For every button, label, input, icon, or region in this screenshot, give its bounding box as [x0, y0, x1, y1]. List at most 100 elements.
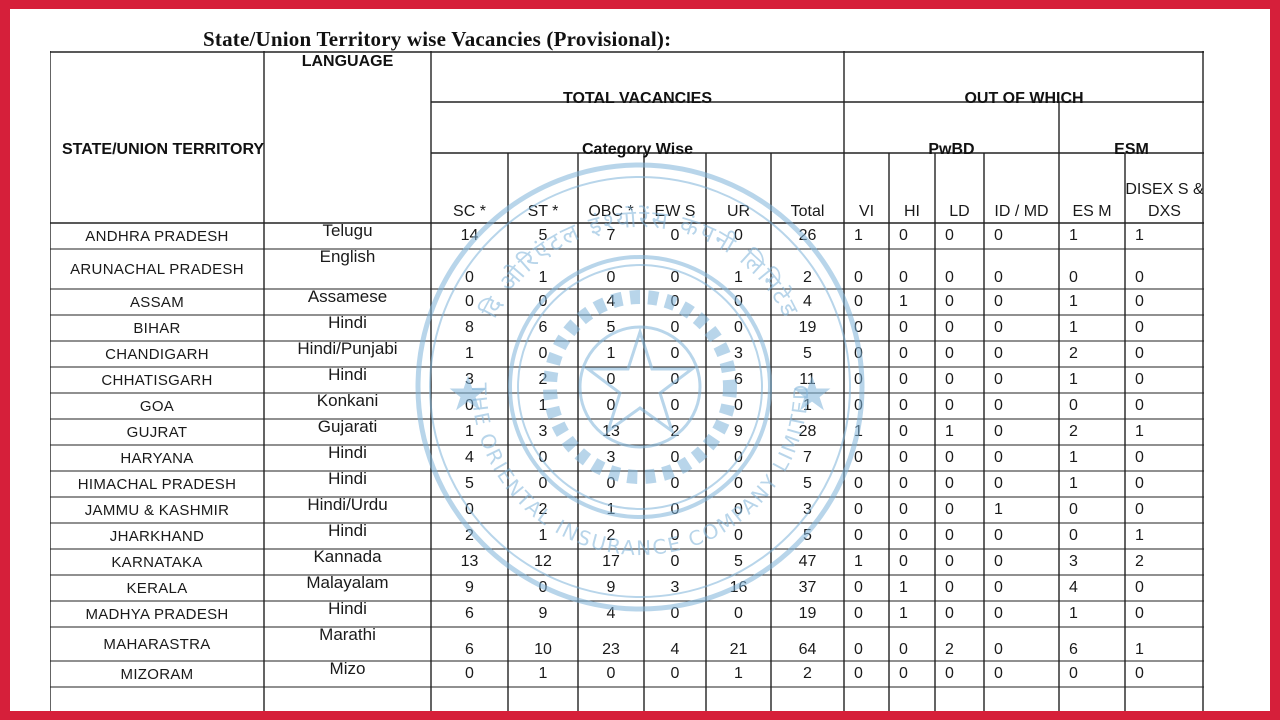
- table-cell: 0: [1069, 397, 1078, 414]
- table-cell: 6: [465, 605, 474, 622]
- row-language: Hindi: [328, 599, 367, 618]
- table-cell: 0: [899, 319, 908, 336]
- table-cell: 0: [538, 475, 548, 492]
- table-cell: 6: [538, 319, 548, 336]
- row-language: Assamese: [307, 287, 388, 306]
- table-cell: 0: [854, 665, 863, 682]
- table-cell: 0: [538, 345, 548, 362]
- table-cell: 0: [465, 269, 474, 286]
- table-cell: 0: [734, 293, 743, 310]
- table-cell: 9: [465, 579, 474, 596]
- row-state: HIMACHAL PRADESH: [77, 475, 237, 493]
- table-cell: 0: [1135, 371, 1144, 388]
- table-cell: 1: [1135, 527, 1144, 544]
- table-cell: 0: [899, 269, 908, 286]
- table-cell: 23: [602, 641, 620, 658]
- table-cell: 19: [798, 605, 817, 622]
- row-state: KERALA: [126, 579, 188, 597]
- table-cell: 6: [1069, 641, 1078, 658]
- table-cell: 1: [734, 269, 743, 286]
- table-cell: 0: [734, 501, 743, 518]
- table-cell: 1: [1069, 227, 1078, 244]
- table-cell: 2: [465, 527, 474, 544]
- table-cell: 13: [460, 553, 479, 570]
- table-cell: 0: [1135, 665, 1144, 682]
- table-cell: 3: [670, 579, 680, 596]
- row-state: JAMMU & KASHMIR: [84, 501, 230, 519]
- table-cell: 5: [803, 345, 812, 362]
- row-state: GOA: [139, 397, 175, 415]
- table-cell: 0: [670, 319, 680, 336]
- table-cell: 1: [854, 227, 863, 244]
- table-cell: 0: [994, 423, 1003, 440]
- table-cell: 0: [994, 579, 1003, 596]
- document-page: State/Union Territory wise Vacancies (Pr…: [10, 9, 1270, 711]
- table-cell: 9: [606, 579, 616, 596]
- table-cell: 0: [994, 371, 1003, 388]
- table-cell: 2: [1069, 345, 1078, 362]
- table-cell: 0: [465, 293, 474, 310]
- table-cell: 1: [994, 501, 1003, 518]
- table-cell: 0: [994, 475, 1003, 492]
- table-cell: 3: [606, 449, 616, 466]
- table-cell: 3: [803, 501, 812, 518]
- table-cell: 2: [1135, 553, 1144, 570]
- table-cell: 1: [945, 423, 954, 440]
- table-cell: 16: [729, 579, 748, 596]
- table-cell: 0: [854, 579, 863, 596]
- table-cell: 0: [994, 345, 1003, 362]
- table-cell: 0: [1135, 501, 1144, 518]
- table-cell: 0: [854, 501, 863, 518]
- row-language: Hindi/Punjabi: [297, 339, 398, 358]
- table-cell: 6: [465, 641, 474, 658]
- table-cell: 0: [899, 475, 908, 492]
- table-cell: 1: [465, 345, 474, 362]
- table-cell: 0: [994, 553, 1003, 570]
- table-cell: 0: [899, 665, 908, 682]
- row-language: Hindi: [328, 313, 367, 332]
- column-header-11: DISEX S & DXS: [1125, 181, 1204, 220]
- table-cell: 1: [1069, 475, 1078, 492]
- table-cell: 2: [538, 501, 548, 518]
- table-cell: 1: [1069, 293, 1078, 310]
- column-header-2: OBC *: [588, 203, 634, 220]
- table-cell: 0: [994, 641, 1003, 658]
- table-cell: 0: [994, 397, 1003, 414]
- table-cell: 14: [460, 227, 479, 244]
- table-cell: 64: [798, 641, 817, 658]
- table-cell: 0: [670, 449, 680, 466]
- row-state: MIZORAM: [120, 665, 194, 683]
- table-cell: 0: [945, 345, 954, 362]
- table-cell: 1: [538, 397, 548, 414]
- table-cell: 0: [945, 269, 954, 286]
- header-esm: ESM: [1114, 141, 1149, 158]
- row-language: Telugu: [322, 221, 373, 240]
- column-header-8: LD: [949, 203, 970, 220]
- table-cell: 2: [606, 527, 616, 544]
- table-cell: 0: [1135, 319, 1144, 336]
- table-cell: 0: [670, 527, 680, 544]
- table-cell: 0: [734, 605, 743, 622]
- column-header-1: ST *: [527, 203, 559, 220]
- table-cell: 0: [538, 293, 548, 310]
- table-cell: 1: [803, 397, 812, 414]
- table-cell: 0: [670, 553, 680, 570]
- row-state: ARUNACHAL PRADESH: [70, 260, 244, 278]
- page-title: State/Union Territory wise Vacancies (Pr…: [203, 27, 672, 51]
- table-cell: 0: [854, 527, 863, 544]
- table-cell: 1: [854, 553, 863, 570]
- table-cell: 1: [899, 605, 908, 622]
- row-language: Mizo: [329, 659, 366, 678]
- table-cell: 0: [899, 449, 908, 466]
- table-cell: 4: [1069, 579, 1078, 596]
- table-cell: 0: [606, 269, 616, 286]
- table-cell: 0: [606, 665, 616, 682]
- table-cell: 0: [1135, 397, 1144, 414]
- table-cell: 37: [798, 579, 817, 596]
- table-cell: 0: [734, 475, 743, 492]
- table-cell: 12: [534, 553, 552, 570]
- table-cell: 4: [606, 293, 616, 310]
- table-cell: 4: [465, 449, 474, 466]
- table-cell: 0: [606, 397, 616, 414]
- table-cell: 0: [945, 449, 954, 466]
